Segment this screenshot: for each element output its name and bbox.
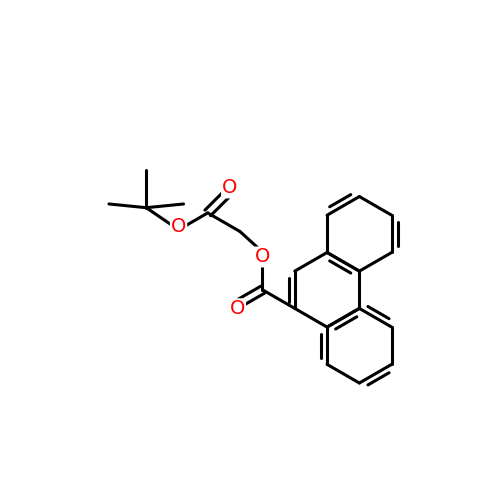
Text: O: O xyxy=(230,300,245,318)
Text: O: O xyxy=(255,248,270,266)
Text: O: O xyxy=(222,178,238,198)
Text: O: O xyxy=(171,217,186,236)
